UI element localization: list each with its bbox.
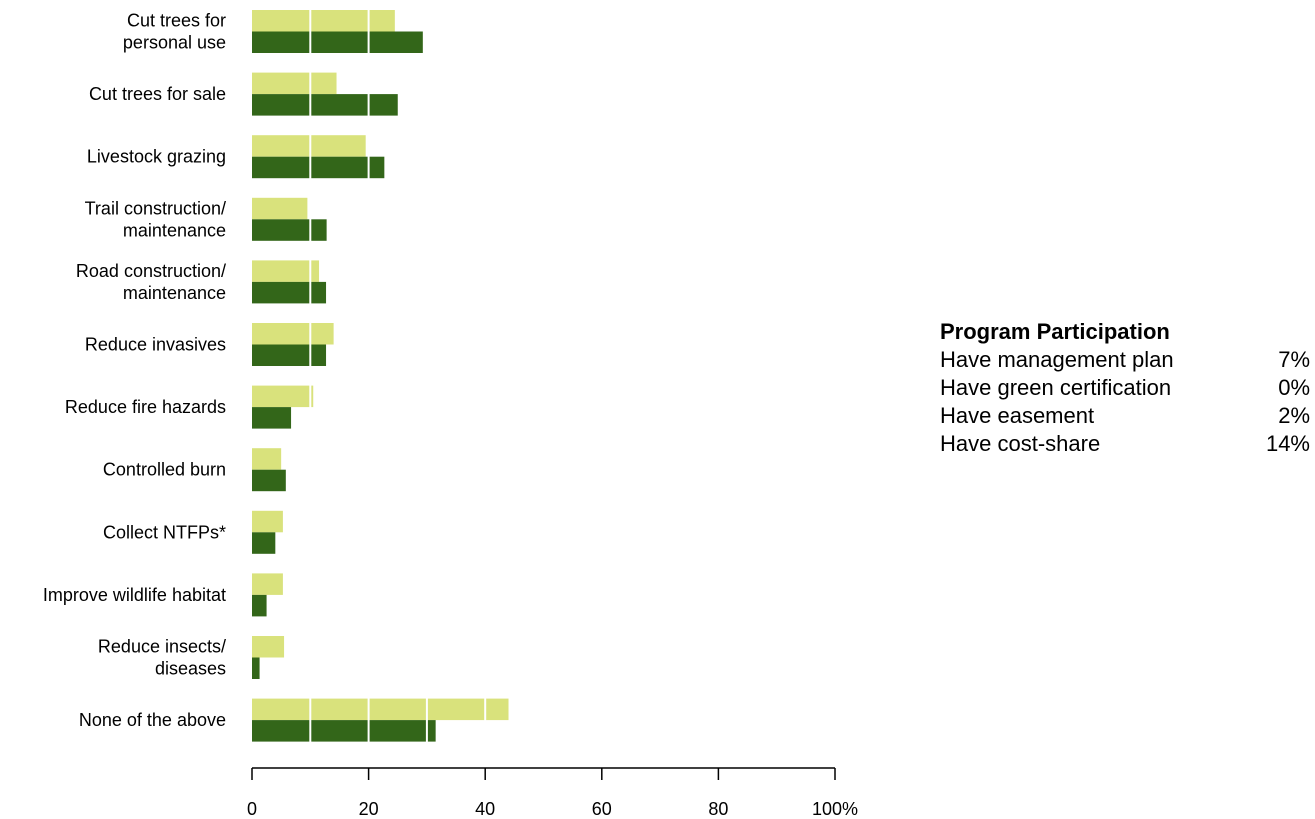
bars-group <box>252 10 509 742</box>
x-tick-label: 60 <box>592 799 612 819</box>
panel-row-cost-share: Have cost-share 14% <box>940 430 1310 458</box>
program-participation-panel: Program Participation Have management pl… <box>940 318 1310 458</box>
bar <box>252 94 398 116</box>
panel-row-green-certification: Have green certification 0% <box>940 374 1310 402</box>
bar <box>252 510 283 533</box>
x-axis: 0 20 40 60 80 100% <box>247 767 858 819</box>
bar <box>252 156 385 179</box>
category-label: personal use <box>123 33 226 53</box>
bar <box>252 657 260 679</box>
bar <box>252 260 320 282</box>
bar <box>252 594 267 617</box>
panel-row-label: Have easement <box>940 403 1095 428</box>
bar <box>252 469 286 492</box>
bar <box>252 636 285 658</box>
x-tick-label: 100% <box>812 799 858 819</box>
panel-row-value: 14% <box>1265 431 1310 456</box>
bar <box>252 197 308 220</box>
category-label: Collect NTFPs* <box>103 522 226 542</box>
bar <box>252 698 509 721</box>
bar <box>252 385 314 408</box>
bar <box>252 135 366 157</box>
bar <box>252 323 334 345</box>
category-label: Improve wildlife habitat <box>43 585 226 605</box>
gridlines-group <box>309 8 487 762</box>
panel-row-management-plan: Have management plan 7% <box>940 346 1310 374</box>
bar <box>252 532 276 554</box>
bar <box>252 219 327 241</box>
x-tick-label: 20 <box>359 799 379 819</box>
category-label: maintenance <box>123 283 226 303</box>
category-label: diseases <box>155 659 226 679</box>
x-tick-label: 40 <box>475 799 495 819</box>
category-label: Cut trees for sale <box>89 84 226 104</box>
bar <box>252 72 337 95</box>
panel-row-label: Have cost-share <box>940 431 1101 456</box>
bar <box>252 573 283 595</box>
bar <box>252 448 282 470</box>
category-label: Trail construction/ <box>85 198 226 218</box>
panel-row-label: Have green certification <box>940 375 1172 400</box>
bar <box>252 31 423 53</box>
bar <box>252 720 436 742</box>
category-label: Cut trees for <box>127 11 226 31</box>
panel-row-easement: Have easement 2% <box>940 402 1310 430</box>
category-label: maintenance <box>123 220 226 240</box>
category-label: None of the above <box>79 710 226 730</box>
category-label: Controlled burn <box>103 460 226 480</box>
category-label: Reduce invasives <box>85 335 226 355</box>
bar <box>252 344 327 366</box>
category-label: Reduce fire hazards <box>65 397 226 417</box>
bar <box>252 281 327 304</box>
panel-title: Program Participation <box>940 319 1170 344</box>
category-label: Livestock grazing <box>87 147 226 167</box>
panel-row-label: Have management plan <box>940 347 1174 372</box>
panel-row-value: 7% <box>1278 347 1310 372</box>
x-tick-label: 80 <box>708 799 728 819</box>
bar <box>252 10 395 32</box>
category-label: Reduce insects/ <box>98 637 226 657</box>
panel-row-value: 0% <box>1278 375 1310 400</box>
bar <box>252 407 292 429</box>
x-tick-label: 0 <box>247 799 257 819</box>
panel-row-value: 2% <box>1278 403 1310 428</box>
category-label: Road construction/ <box>76 261 226 281</box>
